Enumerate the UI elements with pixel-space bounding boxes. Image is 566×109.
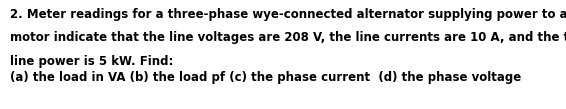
Text: (a) the load in VA (b) the load pf (c) the phase current  (d) the phase voltage: (a) the load in VA (b) the load pf (c) t… (10, 71, 521, 84)
Text: line power is 5 kW. Find:: line power is 5 kW. Find: (10, 54, 174, 67)
Text: 2. Meter readings for a three-phase wye-connected alternator supplying power to : 2. Meter readings for a three-phase wye-… (10, 8, 566, 21)
Text: motor indicate that the line voltages are 208 V, the line currents are 10 A, and: motor indicate that the line voltages ar… (10, 31, 566, 44)
